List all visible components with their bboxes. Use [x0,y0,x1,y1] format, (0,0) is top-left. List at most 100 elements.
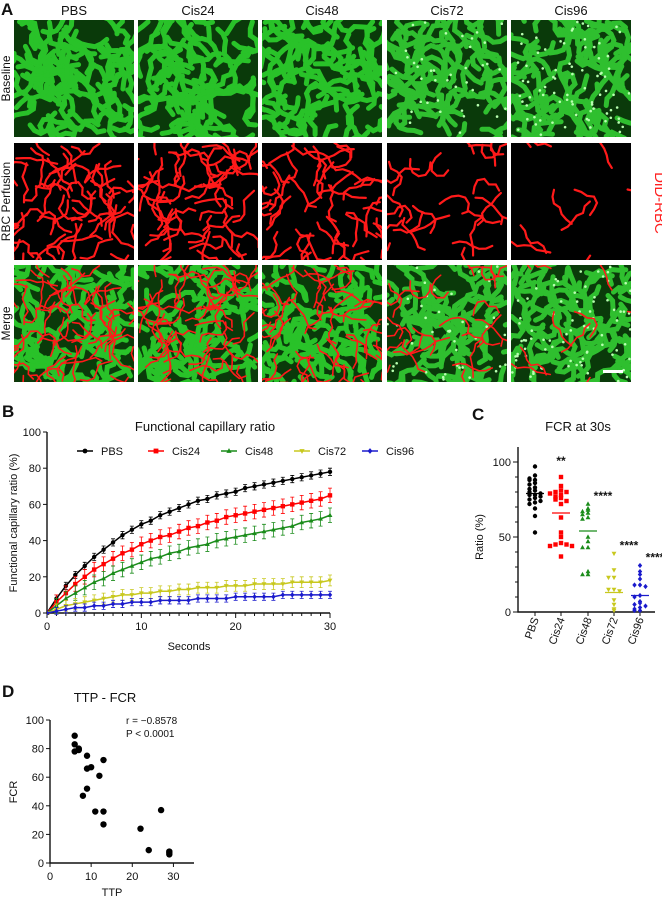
data-point [558,554,564,559]
rbc-capillary [262,163,290,184]
x-tick-label: 0 [47,871,53,883]
bright-spot [426,101,429,105]
tubule [604,20,631,54]
tubule [463,20,482,30]
rbc-capillary [472,177,501,195]
tubule [14,53,54,75]
data-point [224,595,229,602]
tubule [173,265,209,276]
tubule [262,319,285,335]
tubule [511,265,519,287]
rbc-capillary [127,302,134,311]
rbc-capillary [331,267,352,291]
data-point [611,608,617,614]
rbc-capillary [333,347,346,382]
data-point [214,518,219,523]
bright-spot [429,69,433,73]
rbc-capillary [89,204,118,237]
bright-spot [423,21,427,24]
rbc-capillary [332,143,353,159]
tubule [239,300,258,310]
data-point [129,547,135,552]
bright-spot [570,100,574,103]
data-point [585,571,591,577]
data-point [214,585,220,591]
rbc-capillary [49,199,69,236]
bright-spot [391,369,395,373]
rbc-capillary [188,237,224,251]
rbc-capillary [71,222,79,260]
tubule [533,103,556,137]
rbc-capillary [247,149,258,158]
tubule [138,265,170,278]
tubule [511,45,541,62]
rbc-capillary [346,333,359,369]
tubule [532,20,541,34]
rbc-capillary [269,310,284,347]
tubule [152,369,191,382]
data-point [637,582,643,588]
bright-spot [597,56,601,60]
bright-spot [485,62,489,66]
bright-spot [622,368,625,372]
rbc-capillary [327,184,337,223]
tubule [288,265,309,303]
tubule [237,286,258,295]
tubule [394,356,427,382]
image-content [138,143,258,260]
bright-spot [519,316,522,320]
bright-spot [605,112,609,115]
bright-spot [443,372,447,376]
data-point [327,493,333,498]
rbc-capillary [352,372,370,382]
data-point [79,792,87,799]
tubule [600,306,623,347]
rbc-capillary [35,305,71,321]
image-content [262,265,382,382]
tubule [138,20,151,34]
tubule [122,106,134,135]
data-point [148,591,154,596]
bright-spot [603,75,607,78]
data-point [280,478,286,484]
rbc-capillary [35,265,50,278]
data-point [224,514,229,520]
rbc-capillary [107,313,121,350]
rbc-capillary [212,235,247,258]
bright-spot [615,25,618,29]
bright-spot [571,72,574,76]
tubule [277,117,308,137]
tubule [37,116,74,135]
tubule [524,265,538,295]
rbc-capillary [145,349,181,368]
data-point [580,544,585,550]
tubule [90,369,100,382]
column-label-cis72: Cis72 [430,3,463,18]
rbc-capillary [104,282,115,321]
rbc-capillary [60,145,78,185]
data-point [120,566,125,572]
tubule [172,360,209,379]
rbc-capillary [317,293,354,317]
tubule [557,26,599,40]
rbc-capillary [551,311,573,347]
rbc-capillary [96,285,107,324]
data-point [271,594,276,600]
bright-spot [604,89,608,93]
bright-spot [565,332,568,336]
bright-spot [477,270,481,273]
bright-spot [548,339,552,342]
panel-letter-c: C [472,405,484,424]
legend-marker [299,449,305,454]
rbc-capillary [316,283,335,321]
rbc-capillary [202,214,241,232]
data-point [580,508,585,514]
tubule [387,296,395,307]
data-point [553,497,558,502]
tubule [603,129,627,137]
rbc-capillary [262,230,279,260]
micrograph-cis48-merge [262,265,382,382]
data-point [289,523,295,528]
bright-spot [447,329,450,333]
bright-spot [439,110,442,114]
